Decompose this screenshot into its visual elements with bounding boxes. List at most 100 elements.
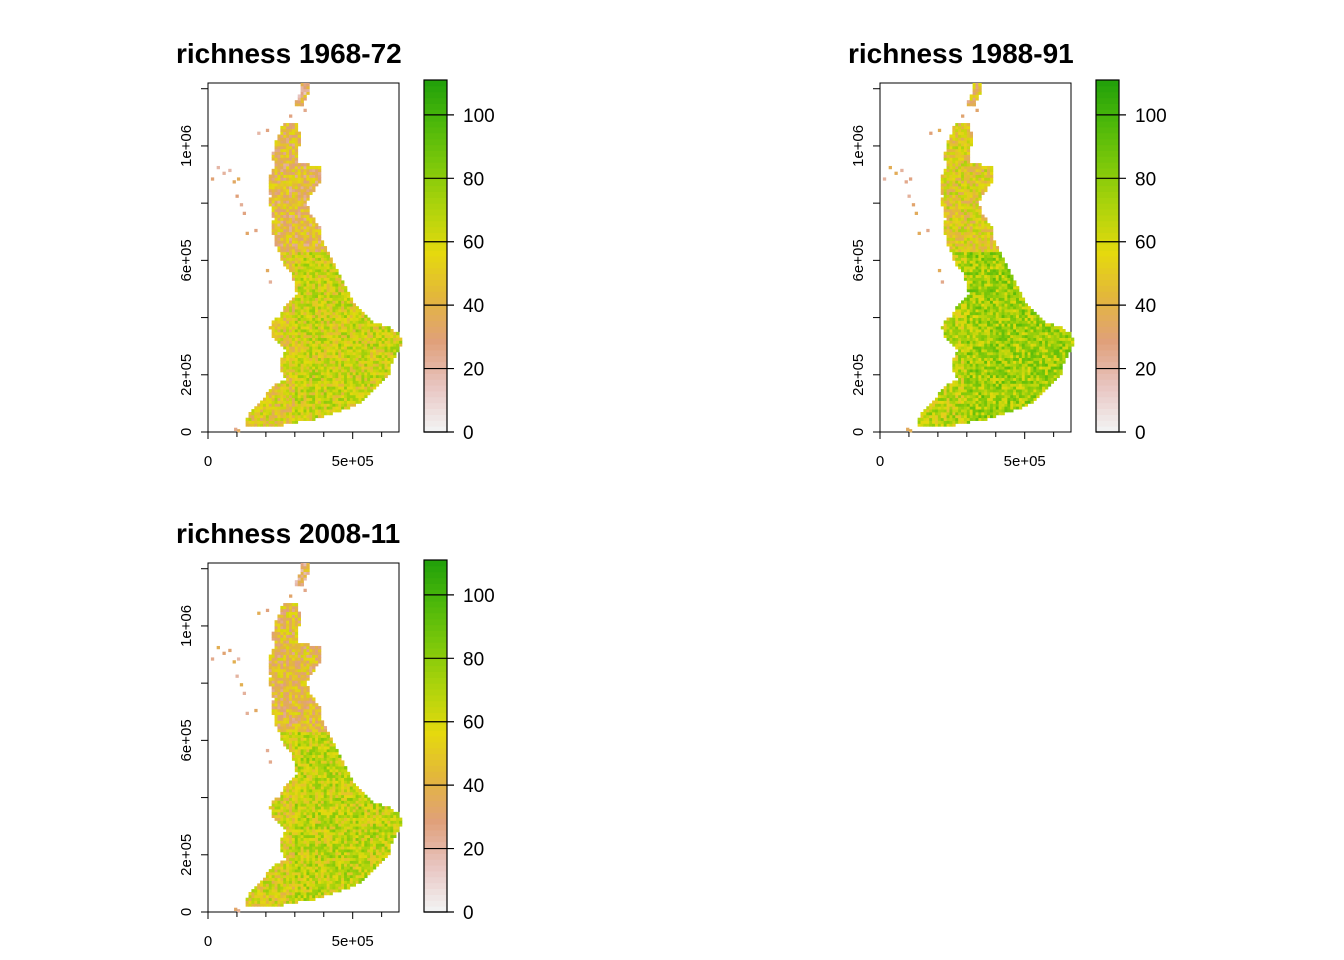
raster-cell bbox=[274, 163, 278, 167]
raster-cell bbox=[367, 366, 371, 370]
raster-cell bbox=[952, 165, 956, 170]
raster-cell bbox=[332, 294, 336, 298]
raster-cell bbox=[1007, 268, 1011, 273]
raster-cell bbox=[274, 194, 278, 198]
raster-cell bbox=[286, 417, 290, 421]
raster-cell bbox=[1059, 343, 1063, 347]
raster-cell bbox=[1010, 351, 1014, 356]
raster-cell bbox=[963, 231, 968, 236]
raster-cell bbox=[1059, 354, 1063, 359]
legend-strip bbox=[424, 197, 447, 204]
raster-cell bbox=[294, 329, 299, 333]
raster-cell bbox=[297, 246, 301, 250]
raster-cell bbox=[1044, 343, 1049, 347]
raster-cell bbox=[975, 329, 979, 333]
raster-cell bbox=[280, 128, 284, 133]
raster-cell bbox=[370, 383, 374, 387]
raster-cell bbox=[312, 286, 316, 290]
raster-cell bbox=[271, 329, 275, 333]
raster-cell bbox=[349, 340, 354, 344]
raster-cell bbox=[381, 363, 385, 367]
raster-cell bbox=[289, 143, 293, 147]
raster-cell bbox=[963, 349, 968, 353]
raster-cell bbox=[992, 266, 997, 270]
raster-cell bbox=[297, 137, 301, 141]
raster-cell bbox=[1024, 374, 1028, 379]
raster-cell bbox=[315, 308, 319, 313]
raster-cell bbox=[969, 185, 973, 190]
raster-cell bbox=[280, 423, 284, 427]
raster-cell bbox=[952, 363, 956, 367]
raster-cell bbox=[1021, 369, 1026, 373]
raster-cell bbox=[315, 165, 319, 170]
raster-cell bbox=[303, 403, 307, 407]
raster-cell bbox=[306, 208, 310, 213]
raster-cell bbox=[344, 326, 348, 330]
raster-cell bbox=[969, 97, 973, 101]
raster-cell bbox=[303, 286, 307, 290]
raster-cell bbox=[949, 211, 953, 215]
raster-cell bbox=[306, 271, 310, 276]
raster-cell bbox=[949, 203, 953, 207]
raster-cell bbox=[955, 123, 959, 127]
raster-cell bbox=[1010, 391, 1014, 396]
raster-cell bbox=[303, 94, 307, 98]
raster-cell bbox=[1042, 337, 1046, 341]
raster-cell bbox=[289, 208, 293, 213]
raster-cell bbox=[349, 308, 354, 313]
raster-cell bbox=[367, 334, 371, 338]
raster-cell bbox=[349, 360, 354, 364]
raster-cell bbox=[1021, 386, 1026, 390]
raster-cell bbox=[280, 171, 284, 175]
raster-cell bbox=[966, 143, 971, 147]
raster-cell bbox=[274, 397, 278, 401]
raster-cell bbox=[969, 326, 973, 330]
raster-cell bbox=[1021, 311, 1026, 316]
raster-cell bbox=[309, 171, 313, 175]
raster-cell bbox=[946, 334, 950, 338]
raster-cell bbox=[1053, 366, 1057, 370]
raster-cell bbox=[946, 411, 950, 416]
raster-cell bbox=[981, 314, 985, 318]
raster-cell bbox=[286, 351, 290, 356]
raster-cell bbox=[297, 294, 301, 298]
raster-cell bbox=[1039, 386, 1043, 390]
raster-cell bbox=[989, 231, 994, 236]
raster-cell bbox=[1010, 314, 1014, 318]
raster-cell bbox=[323, 334, 328, 338]
raster-cell bbox=[1047, 329, 1052, 333]
raster-cell bbox=[260, 423, 264, 427]
raster-cell bbox=[1033, 374, 1037, 379]
raster-cell bbox=[1016, 389, 1020, 393]
raster-cell bbox=[998, 403, 1002, 407]
raster-cell bbox=[306, 251, 310, 256]
raster-cell bbox=[370, 320, 374, 324]
raster-cell bbox=[987, 414, 991, 419]
raster-cell bbox=[317, 297, 322, 301]
raster-cell bbox=[297, 134, 301, 138]
raster-cell bbox=[963, 386, 968, 390]
raster-cell bbox=[992, 291, 997, 296]
raster-cell bbox=[1001, 334, 1005, 338]
raster-cell bbox=[317, 411, 322, 416]
raster-cell bbox=[940, 197, 945, 201]
raster-cell bbox=[312, 371, 316, 376]
raster-cell bbox=[317, 291, 322, 296]
legend-strip bbox=[424, 396, 447, 404]
raster-cell bbox=[277, 417, 281, 421]
raster-cell bbox=[291, 377, 296, 381]
raster-cell bbox=[329, 280, 333, 284]
raster-cell bbox=[326, 320, 330, 324]
raster-cell bbox=[978, 211, 982, 215]
raster-cell bbox=[978, 168, 982, 173]
raster-cell bbox=[998, 283, 1002, 287]
raster-cell bbox=[958, 314, 962, 318]
raster-cell bbox=[294, 137, 299, 141]
raster-cell bbox=[955, 366, 959, 370]
raster-cell bbox=[972, 294, 976, 298]
raster-cell bbox=[961, 228, 965, 233]
raster-cell bbox=[969, 240, 973, 244]
raster-cell bbox=[949, 331, 953, 336]
raster-cell bbox=[961, 397, 965, 401]
raster-cell bbox=[1068, 346, 1072, 350]
